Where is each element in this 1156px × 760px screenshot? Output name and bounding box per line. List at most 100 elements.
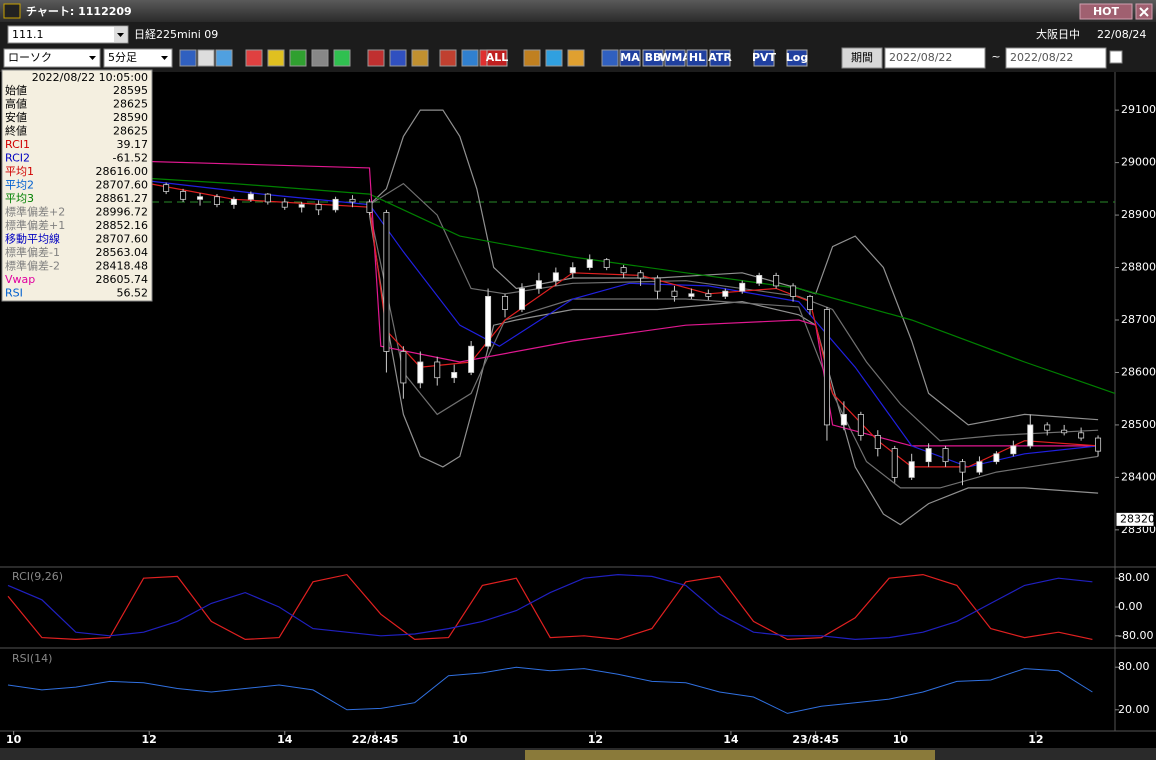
info-value: 28625 [113, 98, 148, 111]
x-tick-label: 14 [277, 733, 293, 746]
checkbox[interactable] [1109, 50, 1123, 64]
code-input[interactable] [7, 25, 129, 44]
tool-icon[interactable] [461, 49, 479, 67]
tool-icon[interactable] [245, 49, 263, 67]
tool-icon[interactable] [215, 49, 233, 67]
x-tick-label: 22/8:45 [352, 733, 399, 746]
rsi-line [7, 666, 1093, 714]
tool-icon[interactable] [389, 49, 407, 67]
tool-icon[interactable] [267, 49, 285, 67]
session: 大阪日中 [1036, 27, 1080, 41]
info-value: 28595 [113, 84, 148, 97]
tool-icon[interactable] [439, 49, 457, 67]
tool-icon[interactable] [545, 49, 563, 67]
candle-body [739, 282, 746, 292]
x-tick-label: 10 [893, 733, 909, 746]
info-value: 28418.48 [96, 260, 149, 273]
from-input[interactable] [884, 47, 986, 69]
candle-body [383, 212, 390, 352]
candle-body [891, 448, 898, 478]
tool-icon[interactable] [567, 49, 585, 67]
tool-button[interactable] [486, 49, 508, 67]
y-tick-label: 29100 [1121, 103, 1156, 116]
hot-button[interactable] [1079, 3, 1133, 20]
info-label: 安値 [5, 110, 27, 124]
candle-body [1061, 429, 1068, 434]
chart-type-select[interactable] [3, 48, 101, 68]
info-value: 28861.27 [96, 192, 149, 205]
tool-icon[interactable] [411, 49, 429, 67]
tool-icon[interactable] [367, 49, 385, 67]
indicator-line [149, 180, 1099, 468]
tool-icon[interactable] [523, 49, 541, 67]
info-datetime: 2022/08/22 10:05:00 [32, 71, 148, 84]
instrument-name: 日経225mini 09 [134, 28, 218, 41]
info-label: RCI2 [5, 152, 30, 165]
y-tick-label: 80.00 [1118, 660, 1150, 673]
candle-body [349, 198, 356, 203]
tool-button[interactable] [664, 49, 686, 67]
tool-icon[interactable] [333, 49, 351, 67]
tool-icon[interactable] [601, 49, 619, 67]
indicator-line [149, 177, 1116, 394]
close-icon [1139, 7, 1149, 17]
candle-body [434, 361, 441, 379]
code-text: 111.1 [12, 28, 44, 41]
info-value: 28996.72 [96, 206, 149, 219]
info-panel [1, 69, 153, 302]
info-value: 39.17 [117, 138, 149, 151]
tool-button[interactable] [686, 49, 708, 67]
tool-button[interactable] [642, 49, 664, 67]
period-button[interactable] [841, 47, 883, 69]
x-tick-label: 14 [723, 733, 739, 746]
tool-button[interactable] [709, 49, 731, 67]
info-label: 標準偏差+1 [5, 218, 65, 232]
info-label: 移動平均線 [5, 232, 60, 246]
candle-body [1044, 424, 1051, 431]
info-label: RSI [5, 287, 23, 300]
candle-body [485, 295, 492, 347]
tool-icon[interactable] [311, 49, 329, 67]
candle-body [1010, 445, 1017, 455]
x-tick-label: 12 [1028, 733, 1043, 746]
tool-icon[interactable] [289, 49, 307, 67]
app-icon [3, 3, 21, 19]
candle-body [993, 453, 1000, 463]
candle-body [823, 309, 830, 426]
tool-button[interactable] [786, 49, 808, 67]
candle-body [654, 277, 661, 292]
candle-body [773, 275, 780, 287]
chart-area [0, 72, 1156, 760]
to-input[interactable] [1005, 47, 1107, 69]
tool-button[interactable] [619, 49, 641, 67]
tool-button[interactable] [753, 49, 775, 67]
candle-body [874, 435, 881, 449]
candle-body [366, 201, 373, 213]
info-value: 28625 [113, 125, 148, 138]
tool-icon[interactable] [197, 49, 215, 67]
rsi-title: RSI(14) [12, 652, 52, 665]
scroll-thumb[interactable] [525, 750, 935, 760]
tool-icon[interactable] [179, 49, 197, 67]
candle-body [620, 267, 627, 274]
candle-body [637, 272, 644, 279]
y-tick-label: 28700 [1121, 313, 1156, 326]
tool-label: ALL [486, 51, 509, 64]
rci-line [7, 573, 1093, 641]
tool-label: ATR [708, 51, 732, 64]
x-tick-label: 12 [588, 733, 603, 746]
candle-body [163, 184, 170, 192]
chart-type: ローソク [8, 51, 52, 64]
tool-label: BB [645, 51, 662, 64]
candle-body [552, 272, 559, 282]
y-tick-label: 28400 [1121, 470, 1156, 483]
period: 期間 [851, 51, 873, 64]
interval-select[interactable] [103, 48, 173, 68]
candle-body [518, 288, 525, 310]
candle-body [230, 198, 237, 205]
indicator-line [368, 215, 1099, 526]
info-label: 高値 [5, 97, 27, 111]
last-price: 28320 [1120, 512, 1155, 525]
candle-body [840, 414, 847, 426]
info-label: 終値 [5, 124, 27, 138]
